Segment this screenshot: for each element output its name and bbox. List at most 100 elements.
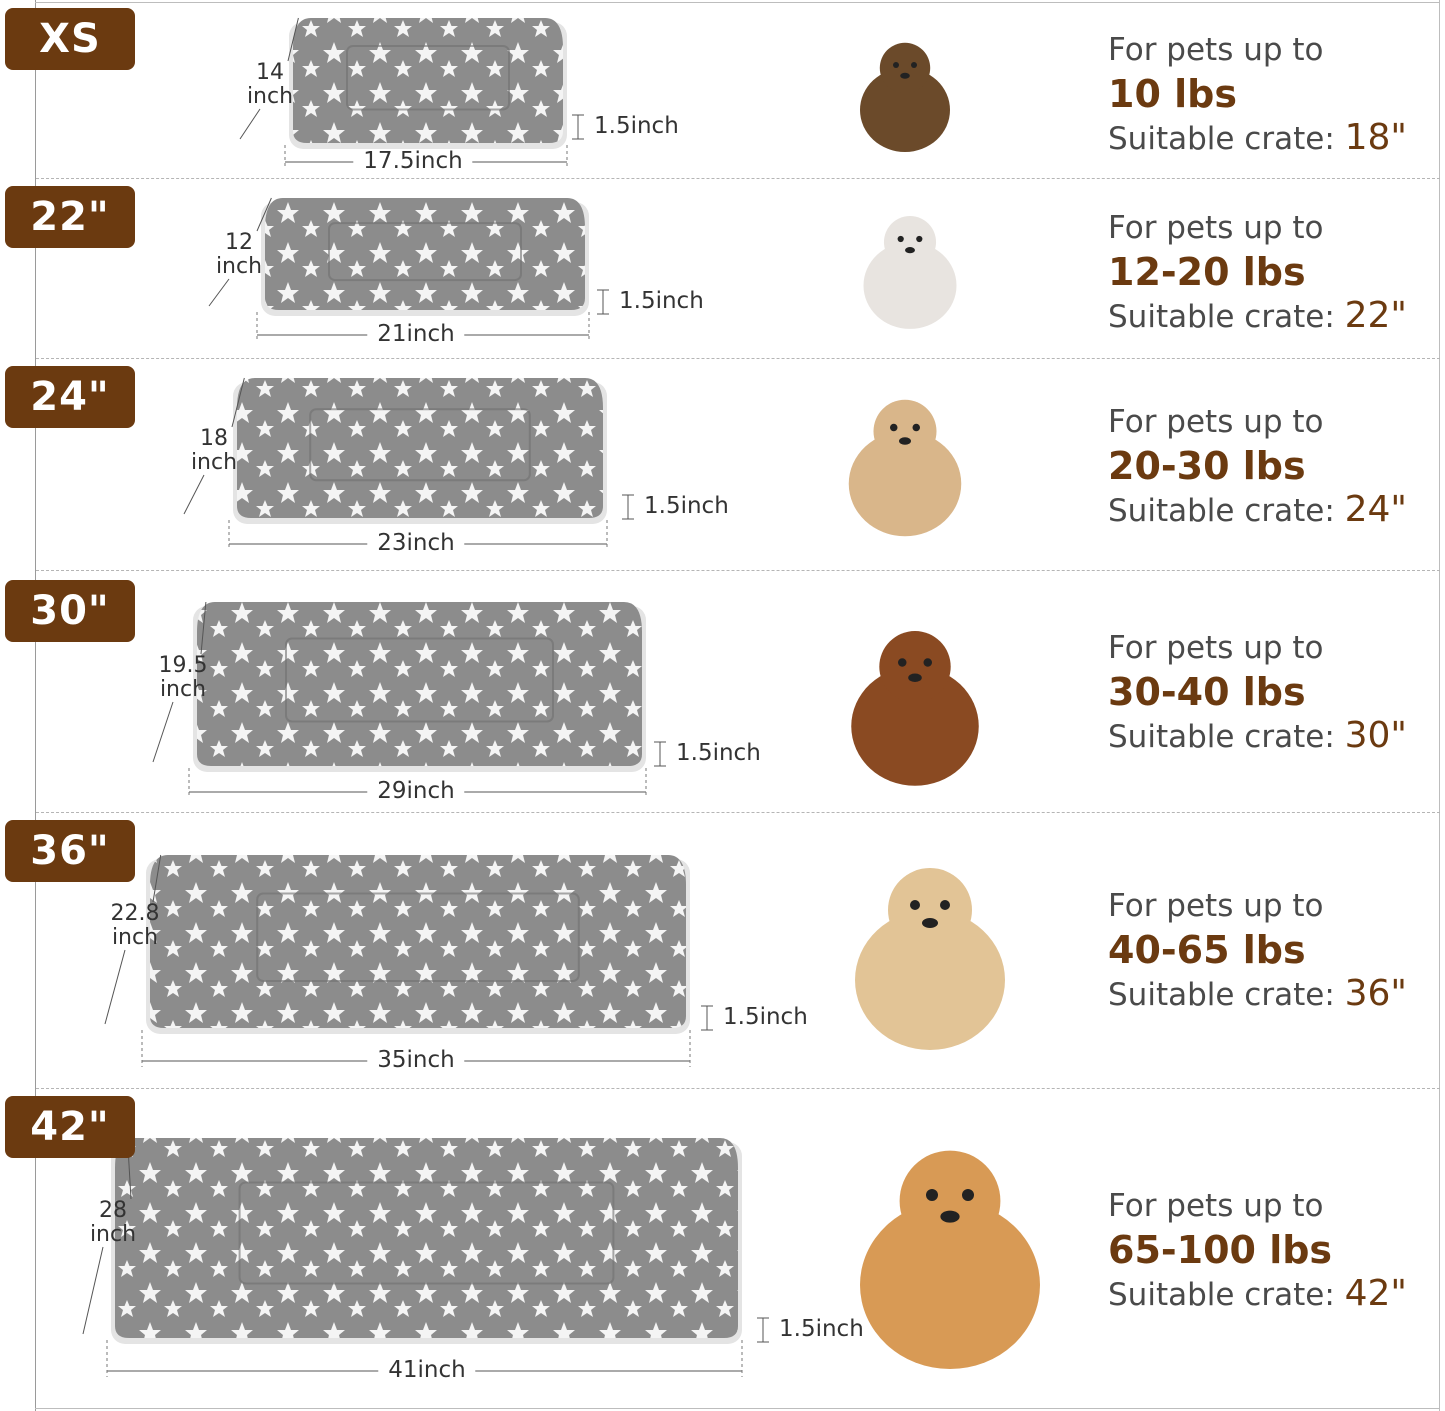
height-dimension-line [256, 197, 272, 232]
height-value: 19.5 [158, 653, 208, 678]
row-separator [36, 358, 1440, 359]
suitable-crate: Suitable crate: 42" [1108, 1272, 1407, 1317]
pet-info: For pets up to 30-40 lbs Suitable crate: 3… [1108, 626, 1407, 759]
left-border [35, 0, 36, 1411]
size-badge: XS [5, 8, 135, 70]
bottom-border [35, 1408, 1440, 1409]
crate-size: 22" [1344, 295, 1407, 336]
crate-label: Suitable crate: [1108, 719, 1345, 755]
height-unit: inch [215, 254, 263, 279]
mat-height-label: 22.8 inch [111, 902, 160, 950]
pets-up-to-label: For pets up to [1108, 888, 1324, 924]
mat-width-label: 17.5inch [353, 150, 473, 173]
pet-info: For pets up to 20-30 lbs Suitable crate: 2… [1108, 400, 1407, 533]
pet-photo-golden-retriever-sitting [855, 868, 1005, 1050]
crate-label: Suitable crate: [1108, 121, 1345, 157]
height-value: 12 [224, 230, 253, 255]
suitable-crate: Suitable crate: 30" [1108, 714, 1407, 759]
weight-range: 12-20 lbs [1108, 250, 1306, 294]
suitable-crate: Suitable crate: 18" [1108, 116, 1407, 161]
mat-image [146, 855, 690, 1034]
height-unit: inch [246, 84, 294, 109]
weight-range: 40-65 lbs [1108, 928, 1306, 972]
height-value: 14 [255, 60, 284, 85]
height-value: 22.8 [110, 901, 160, 926]
height-unit: inch [159, 677, 207, 702]
pets-up-to-label: For pets up to [1108, 210, 1324, 246]
mat-thickness-label: 1.5inch [594, 113, 679, 139]
size-badge: 24" [5, 366, 135, 428]
mat-width-label: 21inch [367, 323, 465, 346]
height-unit: inch [89, 1222, 137, 1247]
row-separator [36, 570, 1440, 571]
mat-height-label: 28 inch [90, 1199, 136, 1247]
mat-thickness-label: 1.5inch [779, 1316, 864, 1342]
height-dimension-line [200, 601, 207, 655]
height-dimension-line [287, 17, 299, 62]
crate-label: Suitable crate: [1108, 1277, 1345, 1313]
row-separator [36, 1088, 1440, 1089]
mat-height-label: 14 inch [247, 61, 293, 109]
mat-width-label: 29inch [367, 780, 465, 803]
crate-size: 36" [1344, 973, 1407, 1014]
size-badge: 42" [5, 1096, 135, 1158]
mat-width-label: 41inch [378, 1359, 476, 1382]
crate-size: 30" [1344, 715, 1407, 756]
suitable-crate: Suitable crate: 24" [1108, 488, 1407, 533]
mat-thickness-label: 1.5inch [644, 493, 729, 519]
height-value: 18 [199, 426, 228, 451]
weight-range: 30-40 lbs [1108, 670, 1306, 714]
height-dimension-line [231, 377, 245, 428]
pets-up-to-label: For pets up to [1108, 32, 1324, 68]
height-unit: inch [111, 925, 159, 950]
pet-photo-french-bulldog [848, 399, 962, 537]
row-separator [36, 812, 1440, 813]
mat-width-label: 35inch [367, 1049, 465, 1072]
size-badge: 30" [5, 580, 135, 642]
pet-photo-yorkshire-terrier [860, 42, 950, 152]
weight-range: 65-100 lbs [1108, 1228, 1333, 1272]
right-border [1439, 0, 1440, 1411]
pet-info: For pets up to 65-100 lbs Suitable crate: … [1108, 1184, 1407, 1317]
suitable-crate: Suitable crate: 36" [1108, 972, 1407, 1017]
mat-height-label: 19.5 inch [159, 654, 208, 702]
mat-image [289, 18, 567, 149]
crate-label: Suitable crate: [1108, 977, 1345, 1013]
top-border [35, 2, 1440, 3]
pets-up-to-label: For pets up to [1108, 630, 1324, 666]
weight-range: 20-30 lbs [1108, 444, 1306, 488]
suitable-crate: Suitable crate: 22" [1108, 294, 1407, 339]
size-badge: 22" [5, 186, 135, 248]
height-value: 28 [98, 1198, 127, 1223]
weight-range: 10 lbs [1108, 72, 1237, 116]
mat-image [193, 602, 646, 772]
size-badge: 36" [5, 820, 135, 882]
mat-thickness-label: 1.5inch [619, 288, 704, 314]
crate-label: Suitable crate: [1108, 493, 1345, 529]
crate-size: 18" [1344, 117, 1407, 158]
pet-info: For pets up to 10 lbs Suitable crate: 18" [1108, 28, 1407, 161]
mat-height-label: 12 inch [216, 231, 262, 279]
pets-up-to-label: For pets up to [1108, 404, 1324, 440]
pet-photo-dachshund [851, 631, 979, 786]
row-separator [36, 178, 1440, 179]
mat-height-label: 18 inch [191, 427, 237, 475]
mat-thickness-label: 1.5inch [676, 740, 761, 766]
pet-photo-ragdoll-cat [863, 216, 957, 329]
mat-width-label: 23inch [367, 532, 465, 555]
pet-info: For pets up to 12-20 lbs Suitable crate: 2… [1108, 206, 1407, 339]
mat-image [111, 1138, 742, 1344]
mat-image [261, 198, 589, 316]
crate-size: 42" [1344, 1273, 1407, 1314]
crate-label: Suitable crate: [1108, 299, 1345, 335]
pets-up-to-label: For pets up to [1108, 1188, 1324, 1224]
crate-size: 24" [1344, 489, 1407, 530]
mat-thickness-label: 1.5inch [723, 1004, 808, 1030]
height-unit: inch [190, 450, 238, 475]
pet-photo-golden-retriever-lying [860, 1150, 1040, 1369]
mat-image [233, 378, 607, 524]
height-dimension-line [152, 854, 162, 903]
pet-info: For pets up to 40-65 lbs Suitable crate: 3… [1108, 884, 1407, 1017]
